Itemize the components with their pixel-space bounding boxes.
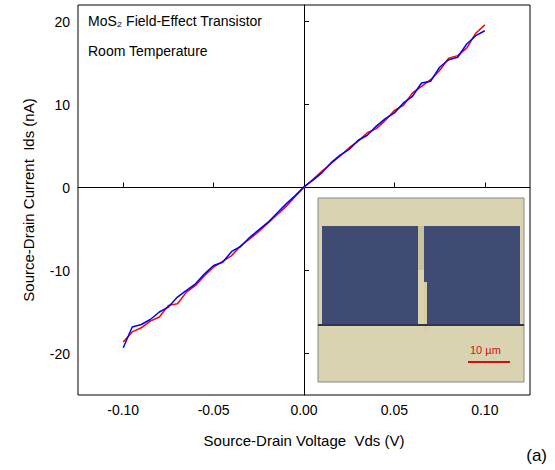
svg-text:-10: -10 (50, 263, 70, 279)
svg-text:20: 20 (54, 14, 70, 30)
svg-text:-20: -20 (50, 346, 70, 362)
svg-text:10: 10 (54, 97, 70, 113)
svg-text:Source-Drain Current Ids (nA): Source-Drain Current Ids (nA) (20, 98, 37, 301)
svg-text:(a): (a) (526, 446, 547, 465)
svg-text:-0.05: -0.05 (198, 402, 230, 418)
svg-text:Room Temperature: Room Temperature (88, 43, 208, 59)
svg-text:MoS₂ Field-Effect Transistor: MoS₂ Field-Effect Transistor (88, 13, 262, 29)
svg-text:Source-Drain Voltage Vds (V): Source-Drain Voltage Vds (V) (204, 432, 405, 449)
svg-text:0.10: 0.10 (471, 402, 498, 418)
svg-text:0.05: 0.05 (381, 402, 408, 418)
svg-text:10 µm: 10 µm (470, 344, 501, 356)
svg-text:0: 0 (62, 180, 70, 196)
svg-text:0.00: 0.00 (290, 402, 317, 418)
svg-text:-0.10: -0.10 (107, 402, 139, 418)
